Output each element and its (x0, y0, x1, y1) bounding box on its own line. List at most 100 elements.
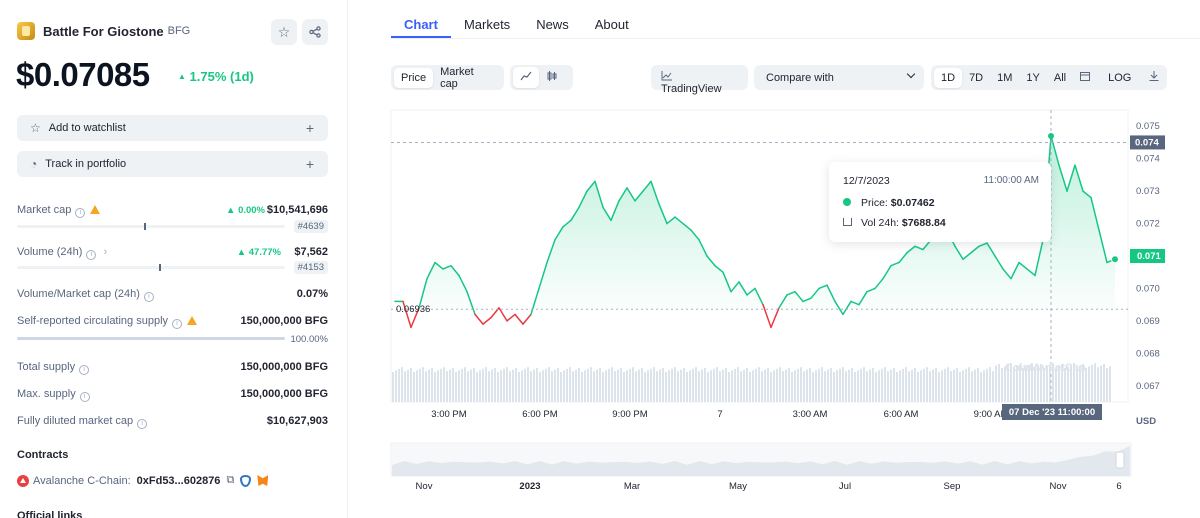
volume-bar (536, 368, 538, 402)
price-line-segment (1034, 239, 1044, 277)
price-line-segment (442, 264, 452, 270)
price-line-segment (866, 287, 876, 293)
volume-bar (467, 371, 469, 402)
stat-label: Max. supply (17, 388, 76, 400)
price-line-segment (906, 245, 916, 254)
volume-bar (845, 371, 847, 402)
info-icon[interactable]: i (172, 319, 183, 329)
price-toggle[interactable]: Price (394, 67, 434, 88)
tab-markets[interactable]: Markets (463, 17, 511, 32)
volume-bar (575, 369, 577, 402)
info-icon[interactable]: i (86, 250, 97, 260)
tab-about[interactable]: About (594, 17, 629, 32)
range-7d[interactable]: 7D (969, 71, 984, 84)
volume-bar (452, 368, 454, 402)
trust-wallet-icon[interactable] (240, 474, 252, 487)
volume-bar (1040, 364, 1042, 402)
volume-bar (662, 368, 664, 402)
baseline-label: 0.06936 (396, 304, 430, 315)
volume-bar (833, 372, 835, 402)
stat-market-cap: Market cap i ▲ 0.00% $10,541,696 #4639 (17, 204, 328, 234)
range-1d[interactable]: 1D (934, 67, 963, 88)
tab-chart[interactable]: Chart (391, 0, 451, 38)
current-price-label: 0.071 (1137, 251, 1161, 262)
volume-bar (971, 371, 973, 402)
volume-bar (422, 367, 424, 402)
price-line-segment (690, 229, 700, 241)
star-button[interactable]: ☆ (271, 19, 297, 45)
volume-bar (398, 368, 400, 402)
volume-bar (953, 369, 955, 402)
warning-icon[interactable] (187, 316, 198, 325)
calendar-button[interactable] (1073, 67, 1097, 88)
copy-icon[interactable]: ⧉ (226, 474, 235, 486)
info-icon[interactable]: i (79, 392, 90, 402)
warning-icon[interactable] (90, 205, 101, 214)
volume-bar (908, 371, 910, 402)
stat-change: ▲ 0.00% (226, 205, 265, 216)
volume-bar (770, 372, 772, 402)
volume-bar (839, 368, 841, 402)
info-icon[interactable]: i (137, 419, 148, 429)
volume-bar (494, 368, 496, 402)
price-change-value: 1.75% (1d) (189, 69, 254, 84)
volume-bar (704, 368, 706, 402)
tradingview-button[interactable]: TradingView (651, 65, 748, 95)
info-icon[interactable]: i (75, 208, 86, 218)
volume-bar (1097, 367, 1099, 402)
volume-bar (602, 372, 604, 402)
info-icon[interactable]: i (79, 365, 90, 375)
volume-bar (722, 369, 724, 402)
compare-with-select[interactable]: Compare with (754, 65, 924, 90)
download-button[interactable] (1142, 67, 1166, 88)
volume-bar (899, 370, 901, 402)
price-line-segment (810, 287, 820, 299)
star-icon: ☆ (277, 23, 291, 40)
price-line-segment (450, 264, 460, 277)
volume-bar (476, 372, 478, 402)
market-cap-toggle[interactable]: Market cap (440, 65, 474, 90)
stat-vol-mcap: Volume/Market cap (24h) i 0.07% (17, 288, 328, 302)
price-line-segment (722, 271, 732, 293)
info-icon[interactable]: i (143, 292, 154, 302)
tab-news[interactable]: News (536, 17, 569, 32)
line-chart-button[interactable] (513, 67, 539, 88)
volume-bar (929, 371, 931, 402)
add-to-watchlist-button[interactable]: ☆ Add to watchlist + (17, 115, 328, 141)
volume-bar (725, 368, 727, 402)
compare-label: Compare with (766, 72, 834, 84)
volume-bar (689, 370, 691, 402)
volume-bar (914, 368, 916, 402)
range-all[interactable]: All (1053, 71, 1067, 84)
contract-address[interactable]: 0xFd53...602876 (136, 474, 221, 487)
contract-row: Avalanche C-Chain: 0xFd53...602876 ⧉ (17, 474, 269, 487)
volume-bar (680, 369, 682, 402)
price-line-segment (858, 290, 868, 306)
volume-bar (1007, 364, 1009, 402)
volume-bar (566, 368, 568, 402)
candle-chart-button[interactable] (539, 67, 565, 88)
volume-icon (843, 218, 852, 226)
range-1y[interactable]: 1Y (1026, 71, 1040, 84)
price-line-segment (1066, 164, 1076, 192)
price-line-segment (730, 281, 740, 293)
track-portfolio-button[interactable]: ◔ Track in portfolio + (17, 151, 328, 177)
metamask-icon[interactable] (257, 475, 269, 486)
watermark-label: CoinMarketCap (1005, 362, 1086, 374)
price-line-segment (434, 261, 444, 270)
volume-bar (539, 372, 541, 402)
price-line-segment (874, 277, 884, 290)
volume-bar (779, 367, 781, 402)
volume-bar (428, 369, 430, 402)
volume-bar (479, 370, 481, 402)
log-toggle[interactable]: LOG (1108, 71, 1132, 84)
volume-bar (464, 367, 466, 402)
share-button[interactable] (302, 19, 328, 45)
price-line-segment (802, 297, 812, 303)
volume-bar (905, 367, 907, 402)
volume-bar (17, 264, 285, 271)
volume-bar (1079, 365, 1081, 402)
chevron-right-icon[interactable]: › (103, 246, 108, 258)
range-1m[interactable]: 1M (997, 71, 1013, 84)
